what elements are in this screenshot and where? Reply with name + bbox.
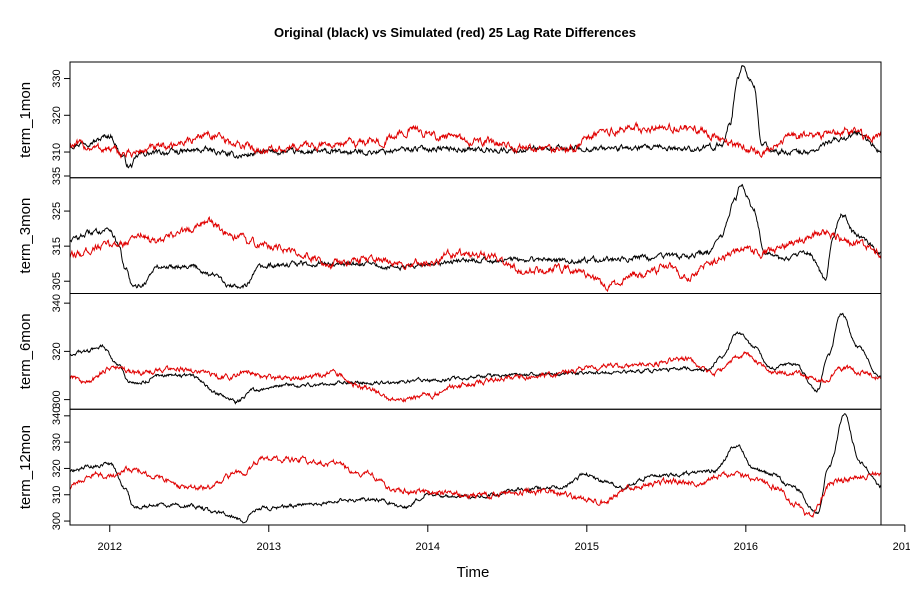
simulated-line-term_12mon	[70, 455, 881, 519]
y-tick-label: 340	[51, 294, 63, 312]
x-axis: 2012 2013 2014 2015 2016 2017	[98, 524, 910, 553]
original-line-term_6mon	[70, 312, 881, 405]
x-tick-label: 2013	[257, 541, 281, 553]
simulated-line-term_6mon	[70, 351, 881, 403]
y-axis-label: term_12mon	[17, 425, 34, 509]
y-tick-label: 315	[51, 237, 63, 255]
y-axis-label: term_3mon	[17, 198, 34, 274]
x-tick-label: 2014	[416, 541, 440, 553]
y-tick-label: 305	[51, 272, 63, 290]
x-axis-label: Time	[457, 564, 490, 581]
y-tick-label: 310	[51, 486, 63, 504]
y-tick-label: 320	[51, 459, 63, 477]
y-tick-label: 320	[51, 342, 63, 360]
y-tick-label: 320	[51, 106, 63, 124]
x-tick-label: 2017	[893, 541, 910, 553]
x-tick-label: 2015	[575, 541, 599, 553]
y-tick-label: 310	[51, 143, 63, 161]
simulated-line-term_3mon	[70, 215, 881, 293]
original-line-term_3mon	[70, 183, 881, 290]
y-tick-label: 300	[51, 390, 63, 408]
y-tick-label: 325	[51, 202, 63, 220]
y-tick-label: 330	[51, 433, 63, 451]
y-tick-label: 340	[51, 407, 63, 425]
original-line-term_1mon	[70, 64, 881, 169]
x-tick-label: 2012	[98, 541, 122, 553]
y-tick-label: 330	[51, 69, 63, 87]
simulated-line-term_1mon	[70, 121, 881, 159]
x-tick-label: 2016	[734, 541, 758, 553]
y-tick-label: 335	[51, 167, 63, 185]
chart-title: Original (black) vs Simulated (red) 25 L…	[274, 25, 636, 40]
y-axis-label: term_1mon	[17, 82, 34, 158]
y-tick-label: 300	[51, 512, 63, 530]
panel-term_6mon: 300 320 340 term_6mon	[17, 293, 882, 410]
y-axis-label: term_6mon	[17, 313, 34, 389]
